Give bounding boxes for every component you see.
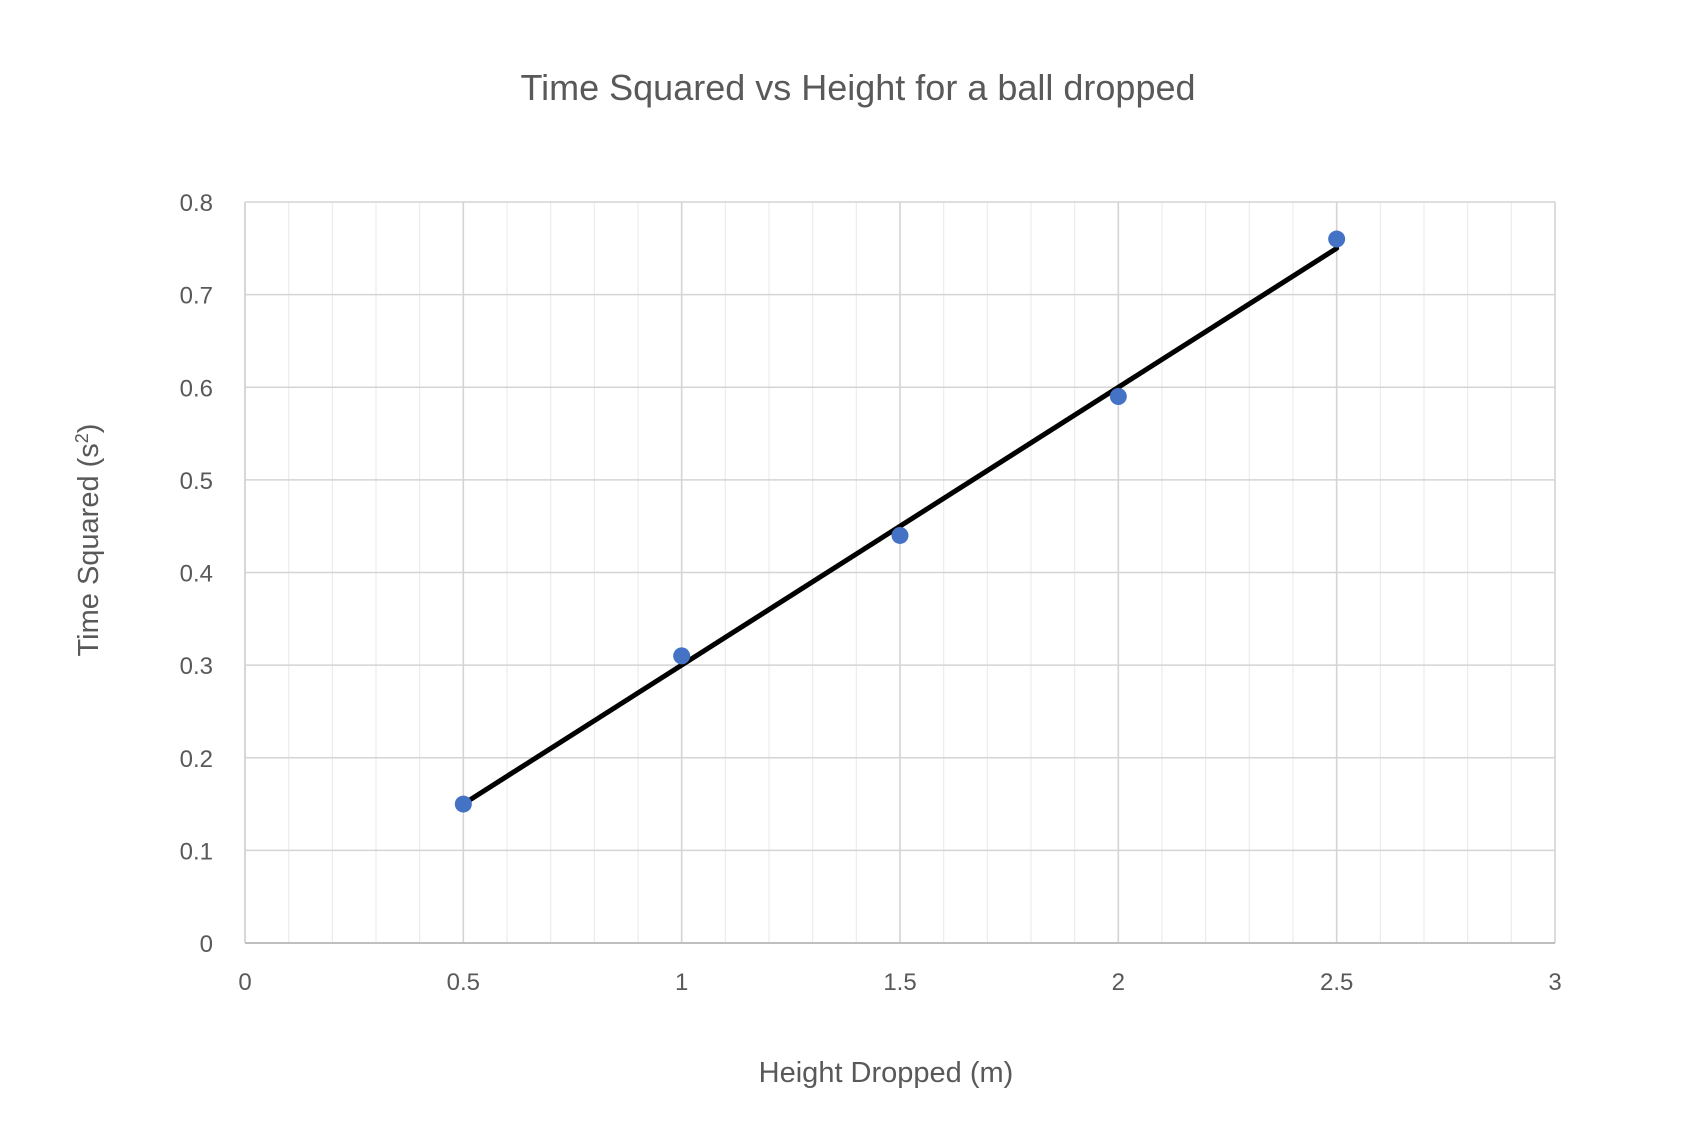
- x-tick-label: 0.5: [447, 969, 480, 996]
- y-tick-label: 0.5: [180, 468, 213, 495]
- x-tick-label: 1: [675, 969, 688, 996]
- plot-grid: [244, 201, 1556, 944]
- y-tick-label: 0.8: [180, 190, 213, 217]
- data-point: [454, 795, 472, 813]
- y-axis-ticks: 0 0.1 0.2 0.3 0.4 0.5 0.6 0.7 0.8: [180, 190, 213, 958]
- data-points: [454, 230, 1346, 813]
- y-tick-label: 0.4: [180, 561, 213, 588]
- y-tick-label: 0.7: [180, 283, 213, 310]
- data-point: [891, 526, 909, 544]
- x-tick-label: 0: [238, 969, 251, 996]
- x-axis-ticks: 0 0.5 1 1.5 2 2.5 3: [238, 969, 1561, 996]
- x-tick-label: 2.5: [1320, 969, 1353, 996]
- y-axis-title: Time Squared (s2): [72, 424, 105, 657]
- y-axis-title-sup: 2: [72, 433, 92, 443]
- y-tick-label: 0: [200, 931, 213, 958]
- x-tick-label: 1.5: [883, 969, 916, 996]
- trendline-layer: [460, 245, 1340, 807]
- plot-axes: [244, 202, 1555, 944]
- chart-title: Time Squared vs Height for a ball droppe…: [520, 67, 1195, 108]
- y-axis-title-end: ): [73, 424, 105, 434]
- x-tick-label: 2: [1112, 969, 1125, 996]
- trendline: [460, 245, 1340, 807]
- y-tick-label: 0.3: [180, 653, 213, 680]
- y-tick-label: 0.1: [180, 838, 213, 865]
- x-axis-title: Height Dropped (m): [759, 1057, 1014, 1089]
- data-point: [1328, 230, 1346, 248]
- data-point: [1109, 388, 1127, 406]
- y-tick-label: 0.6: [180, 375, 213, 402]
- y-axis-title-main: Time Squared (s: [73, 443, 105, 656]
- y-tick-label: 0.2: [180, 746, 213, 773]
- data-point: [673, 647, 691, 665]
- x-tick-label: 3: [1548, 969, 1561, 996]
